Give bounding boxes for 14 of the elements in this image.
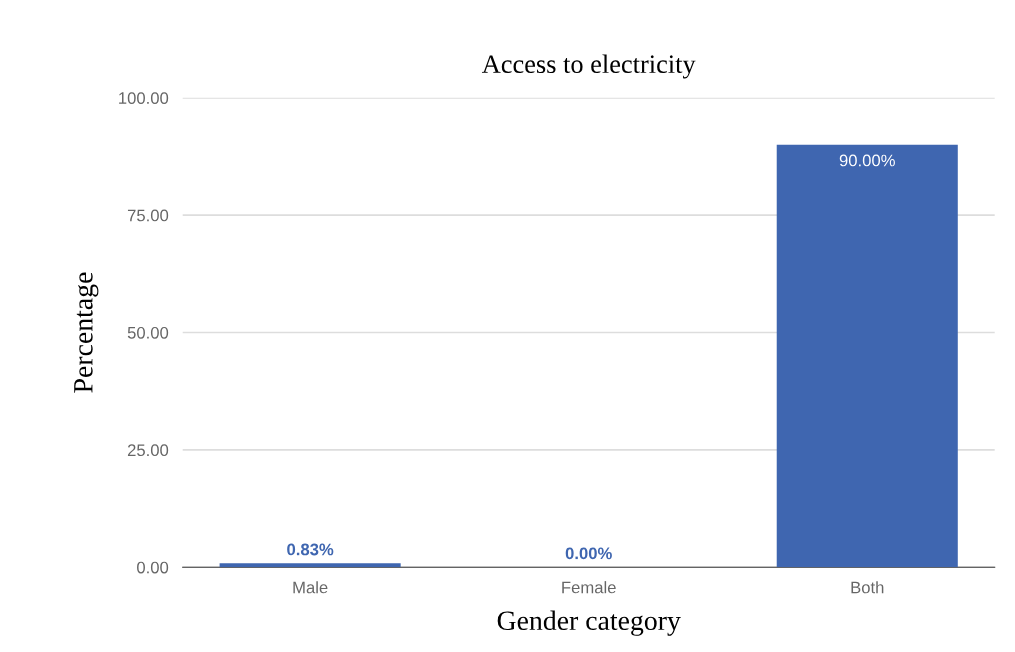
x-tick-label: Both (851, 581, 884, 594)
y-axis-title: Percentage (74, 272, 99, 393)
data-label: 0.83% (287, 543, 334, 556)
x-tick-label: Male (293, 581, 328, 594)
x-tick-label: Female (562, 581, 616, 594)
y-tick-label: 25.00 (127, 444, 169, 457)
y-tick-label: 100.00 (119, 92, 169, 104)
data-label: 90.00% (839, 154, 895, 167)
y-tick-label: 0.00 (137, 561, 169, 574)
x-axis-title: Gender category (497, 610, 681, 636)
y-tick-label: 50.00 (127, 326, 169, 339)
y-tick-label: 75.00 (127, 209, 169, 222)
chart-title: Access to electricity (481, 54, 696, 79)
data-label: 0.00% (565, 547, 612, 560)
